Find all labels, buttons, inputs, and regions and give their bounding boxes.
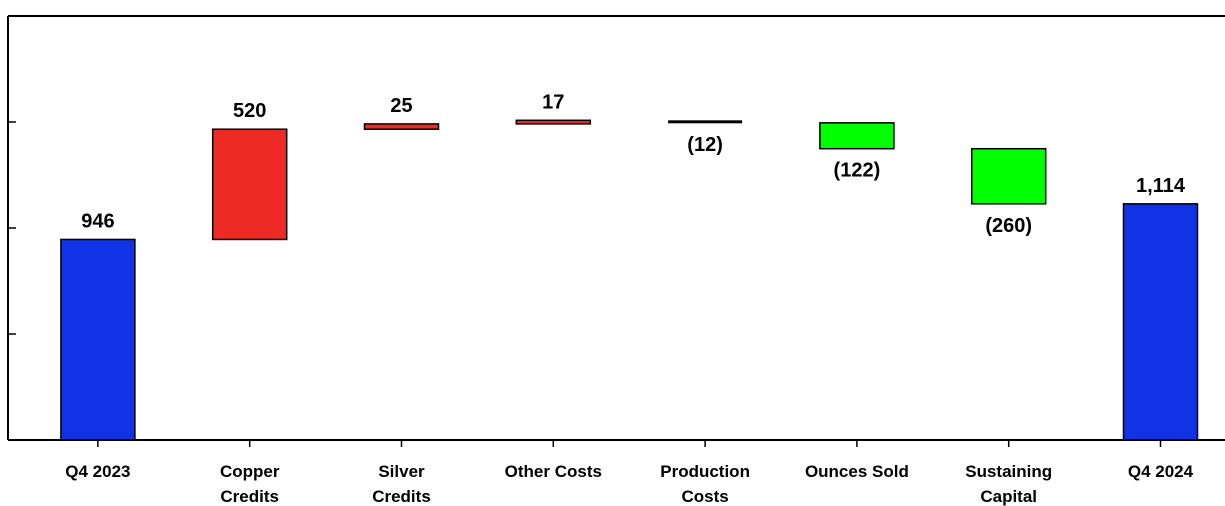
x-tick-label-2-1: Credits [372,487,431,506]
bar-value-label-0: 946 [81,210,114,232]
bar-3 [515,119,592,125]
bar-1 [211,128,288,241]
x-tick-label-0-0: Q4 2023 [65,462,130,481]
x-tick-label-3-0: Other Costs [505,462,602,481]
chart-marks [60,119,1199,441]
x-tick-label-5-0: Ounces Sold [805,462,909,481]
bar-value-label-6: (260) [985,215,1032,237]
x-tick-label-4-1: Costs [681,487,728,506]
chart-labels: 946 Q4 2023 520 Copper Credits 25 Silver Credit… [65,91,1193,506]
bar-4 [668,120,743,124]
x-tick-label-6-0: Sustaining [965,462,1052,481]
x-tick-label-7-0: Q4 2024 [1128,462,1194,481]
x-tick-label-1-0: Copper [220,462,280,481]
chart-axes [7,15,1225,447]
bar-value-label-4: (12) [687,134,723,156]
bar-value-label-1: 520 [233,100,266,122]
bar-value-label-3: 17 [542,91,564,113]
bar-2 [363,123,440,130]
bar-5 [819,122,895,150]
bar-value-label-7: 1,114 [1136,175,1186,197]
x-tick-label-1-1: Credits [220,487,279,506]
bar-6 [970,147,1047,205]
x-tick-label-4-0: Production [660,462,750,481]
bar-7 [1122,203,1199,441]
bar-0 [60,238,136,441]
x-tick-label-6-1: Capital [980,487,1037,506]
bar-value-label-2: 25 [390,95,412,117]
x-tick-label-2-0: Silver [378,462,425,481]
bar-value-label-5: (122) [834,160,881,182]
